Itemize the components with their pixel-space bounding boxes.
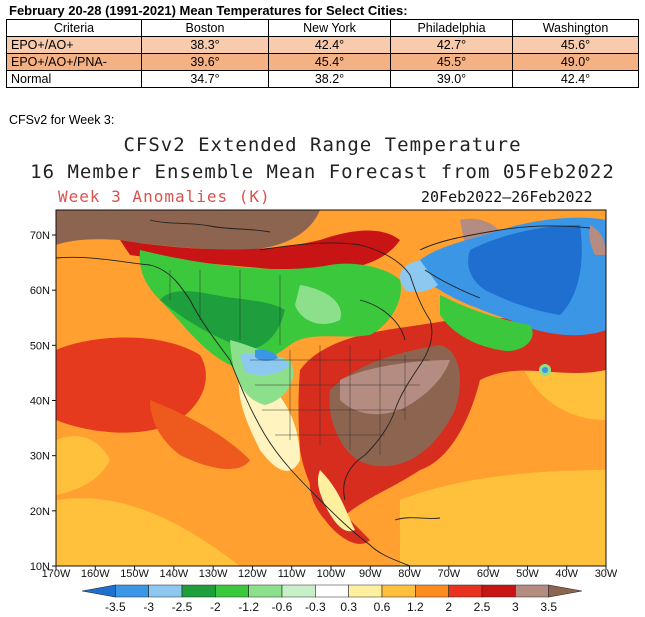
header-criteria: Criteria — [6, 19, 142, 37]
lon-tick-label: 80W — [398, 568, 421, 580]
row-criteria: EPO+/AO+/PNA- — [6, 53, 142, 71]
row-criteria: EPO+/AO+ — [6, 36, 142, 54]
latitude-axis: 70N 60N 50N 40N 30N 20N 10N — [30, 230, 56, 573]
colorbar-segment — [515, 584, 549, 598]
colorbar-segment — [248, 584, 283, 598]
anomaly-field — [56, 210, 606, 566]
forecast-subtitle: CFSv2 for Week 3: — [9, 113, 115, 127]
cell-value: 39.6° — [141, 53, 269, 71]
row-criteria: Normal — [6, 70, 142, 88]
colorbar-label: -3.5 — [105, 600, 126, 614]
colorbar-segment — [381, 584, 416, 598]
colorbar-label: 2.5 — [474, 600, 491, 614]
colorbar-label: 2 — [445, 600, 452, 614]
lon-tick-label: 170W — [42, 568, 71, 580]
colorbar-label: 1.2 — [407, 600, 424, 614]
colorbar-segment — [548, 584, 583, 598]
header-washington: Washington — [512, 19, 639, 37]
colorbar-segment — [415, 584, 449, 598]
lon-tick-label: 70W — [438, 568, 461, 580]
colorbar-segment — [481, 584, 516, 598]
header-new-york: New York — [268, 19, 391, 37]
colorbar-label: -3 — [143, 600, 154, 614]
lon-tick-label: 130W — [199, 568, 228, 580]
colorbar-segment — [81, 584, 116, 598]
lat-tick-label: 10N — [30, 561, 50, 573]
cell-value: 42.7° — [390, 36, 513, 54]
cell-value: 38.3° — [141, 36, 269, 54]
header-boston: Boston — [141, 19, 269, 37]
lon-tick-label: 140W — [159, 568, 188, 580]
cell-value: 39.0° — [390, 70, 513, 88]
colorbar: -3.5 -3 -2.5 -2 -1.2 -0.6 -0.3 0.3 0.6 1.2 2 2.5 3 3.… — [81, 584, 583, 614]
table-title: February 20-28 (1991-2021) Mean Temperat… — [9, 3, 408, 18]
colorbar-label: -1.2 — [238, 600, 259, 614]
lat-tick-label: 70N — [30, 230, 50, 242]
colorbar-segment — [348, 584, 383, 598]
temperature-table: Criteria Boston New York Philadelphia Wa… — [6, 19, 639, 88]
longitude-axis: 170W 160W 150W 140W 130W 120W 110W 100W 90W 80W 70… — [42, 566, 618, 580]
lat-tick-label: 30N — [30, 451, 50, 463]
colorbar-segment — [181, 584, 216, 598]
table-header-row: Criteria Boston New York Philadelphia Wa… — [6, 19, 639, 37]
lat-tick-label: 20N — [30, 506, 50, 518]
cell-value: 45.4° — [268, 53, 391, 71]
colorbar-segment — [115, 584, 149, 598]
colorbar-label: -2 — [210, 600, 221, 614]
colorbar-segment — [448, 584, 483, 598]
lon-tick-label: 60W — [477, 568, 500, 580]
colorbar-segment — [315, 584, 349, 598]
colorbar-label: 0.3 — [340, 600, 357, 614]
lon-tick-label: 150W — [120, 568, 149, 580]
lon-tick-label: 100W — [317, 568, 346, 580]
cell-value: 42.4° — [268, 36, 391, 54]
colorbar-segment — [281, 584, 316, 598]
cell-value: 45.5° — [390, 53, 513, 71]
table-row: EPO+/AO+ 38.3° 42.4° 42.7° 45.6° — [6, 36, 639, 54]
colorbar-segment — [148, 584, 183, 598]
state-boundaries — [169, 270, 430, 455]
colorbar-label: 0.6 — [374, 600, 391, 614]
colorbar-label: -2.5 — [172, 600, 193, 614]
colorbar-segment — [215, 584, 249, 598]
coastline-outline — [56, 219, 591, 566]
cell-value: 34.7° — [141, 70, 269, 88]
lon-tick-label: 90W — [359, 568, 382, 580]
table-row: Normal 34.7° 38.2° 39.0° 42.4° — [6, 70, 639, 88]
colorbar-label: -0.6 — [272, 600, 293, 614]
map-anomaly-label: Week 3 Anomalies (K) — [58, 187, 271, 206]
lon-tick-label: 40W — [555, 568, 578, 580]
colorbar-label: -0.3 — [305, 600, 326, 614]
colorbar-label: 3.5 — [540, 600, 557, 614]
map-date-range: 20Feb2022–26Feb2022 — [421, 188, 593, 206]
lat-tick-label: 60N — [30, 285, 50, 297]
cell-value: 38.2° — [268, 70, 391, 88]
lat-tick-label: 50N — [30, 340, 50, 352]
lon-tick-label: 110W — [278, 568, 307, 580]
colorbar-label: 3 — [512, 600, 519, 614]
lat-tick-label: 40N — [30, 396, 50, 408]
lon-tick-label: 120W — [238, 568, 267, 580]
lon-tick-label: 30W — [595, 568, 618, 580]
table-row: EPO+/AO+/PNA- 39.6° 45.4° 45.5° 49.0° — [6, 53, 639, 71]
map-title: CFSv2 Extended Range Temperature — [123, 134, 522, 156]
map-forecast-line: 16 Member Ensemble Mean Forecast from 05… — [30, 161, 615, 183]
lon-tick-label: 160W — [81, 568, 110, 580]
cell-value: 49.0° — [512, 53, 639, 71]
lon-tick-label: 50W — [516, 568, 539, 580]
cell-value: 42.4° — [512, 70, 639, 88]
